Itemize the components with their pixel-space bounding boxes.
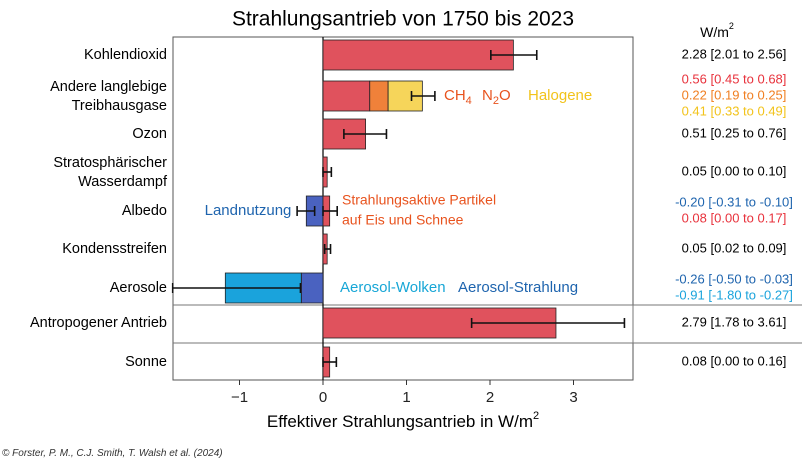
- x-axis-label: Effektiver Strahlungsantrieb in W/m2: [267, 410, 539, 432]
- value-label: 0.22 [0.19 to 0.25]: [682, 87, 787, 102]
- unit-header: W/m2: [700, 21, 734, 39]
- value-label: 0.56 [0.45 to 0.68]: [682, 71, 787, 86]
- annotation-partikel: auf Eis und Schnee: [342, 212, 464, 228]
- row-label: Antropogener Antrieb: [30, 315, 167, 331]
- value-label: 0.05 [0.02 to 0.09]: [682, 240, 787, 255]
- row-label: Aerosole: [110, 280, 167, 296]
- value-label: 0.05 [0.00 to 0.10]: [682, 163, 787, 178]
- value-label: 0.41 [0.33 to 0.49]: [682, 103, 787, 118]
- value-label: 0.51 [0.25 to 0.76]: [682, 125, 787, 140]
- x-tick-label: 2: [486, 389, 494, 406]
- value-label: 2.79 [1.78 to 3.61]: [682, 314, 787, 329]
- annotation-landnutzung: Landnutzung: [205, 202, 292, 219]
- annotation-partikel: Strahlungsaktive Partikel: [342, 192, 496, 208]
- row-label: Albedo: [122, 203, 167, 219]
- row-label: Kohlendioxid: [84, 47, 167, 63]
- row-label: Wasserdampf: [78, 174, 168, 190]
- annotation-aerosol-wolken: Aerosol-Wolken: [340, 279, 446, 296]
- annotation-ch4: CH4: [444, 87, 472, 107]
- annotation-aerosol-strahlung: Aerosol-Strahlung: [458, 279, 578, 296]
- x-tick-label: 1: [402, 389, 410, 406]
- annotation-n2o: N2O: [482, 87, 511, 107]
- value-label: 0.08 [0.00 to 0.17]: [682, 210, 787, 225]
- row-label: Treibhausgase: [72, 98, 167, 114]
- row-label: Sonne: [125, 354, 167, 370]
- bar-andere-langlebige-treibhausgase: [369, 80, 389, 112]
- credit-text: © Forster, P. M., C.J. Smith, T. Walsh e…: [2, 448, 223, 459]
- row-label: Ozon: [132, 126, 167, 142]
- value-label: 0.08 [0.00 to 0.16]: [682, 353, 787, 368]
- x-tick-label: 0: [319, 389, 327, 406]
- chart-title: Strahlungsantrieb von 1750 bis 2023: [232, 8, 574, 31]
- row-label: Stratosphärischer: [53, 155, 167, 171]
- x-tick-label: 3: [569, 389, 577, 406]
- row-label: Andere langlebige: [50, 79, 167, 95]
- value-label: -0.91 [-1.80 to -0.27]: [675, 287, 793, 302]
- annotation-halogene: Halogene: [528, 87, 592, 104]
- bar-andere-langlebige-treibhausgase: [322, 80, 371, 112]
- value-label: -0.20 [-0.31 to -0.10]: [675, 194, 793, 209]
- value-label: 2.28 [2.01 to 2.56]: [682, 46, 787, 61]
- bar-kohlendioxid: [322, 39, 514, 71]
- bar-aerosole: [300, 272, 324, 304]
- x-tick-label: −1: [231, 389, 248, 406]
- row-label: Kondensstreifen: [62, 241, 167, 257]
- plot-frame: [172, 36, 634, 381]
- value-label: -0.26 [-0.50 to -0.03]: [675, 271, 793, 286]
